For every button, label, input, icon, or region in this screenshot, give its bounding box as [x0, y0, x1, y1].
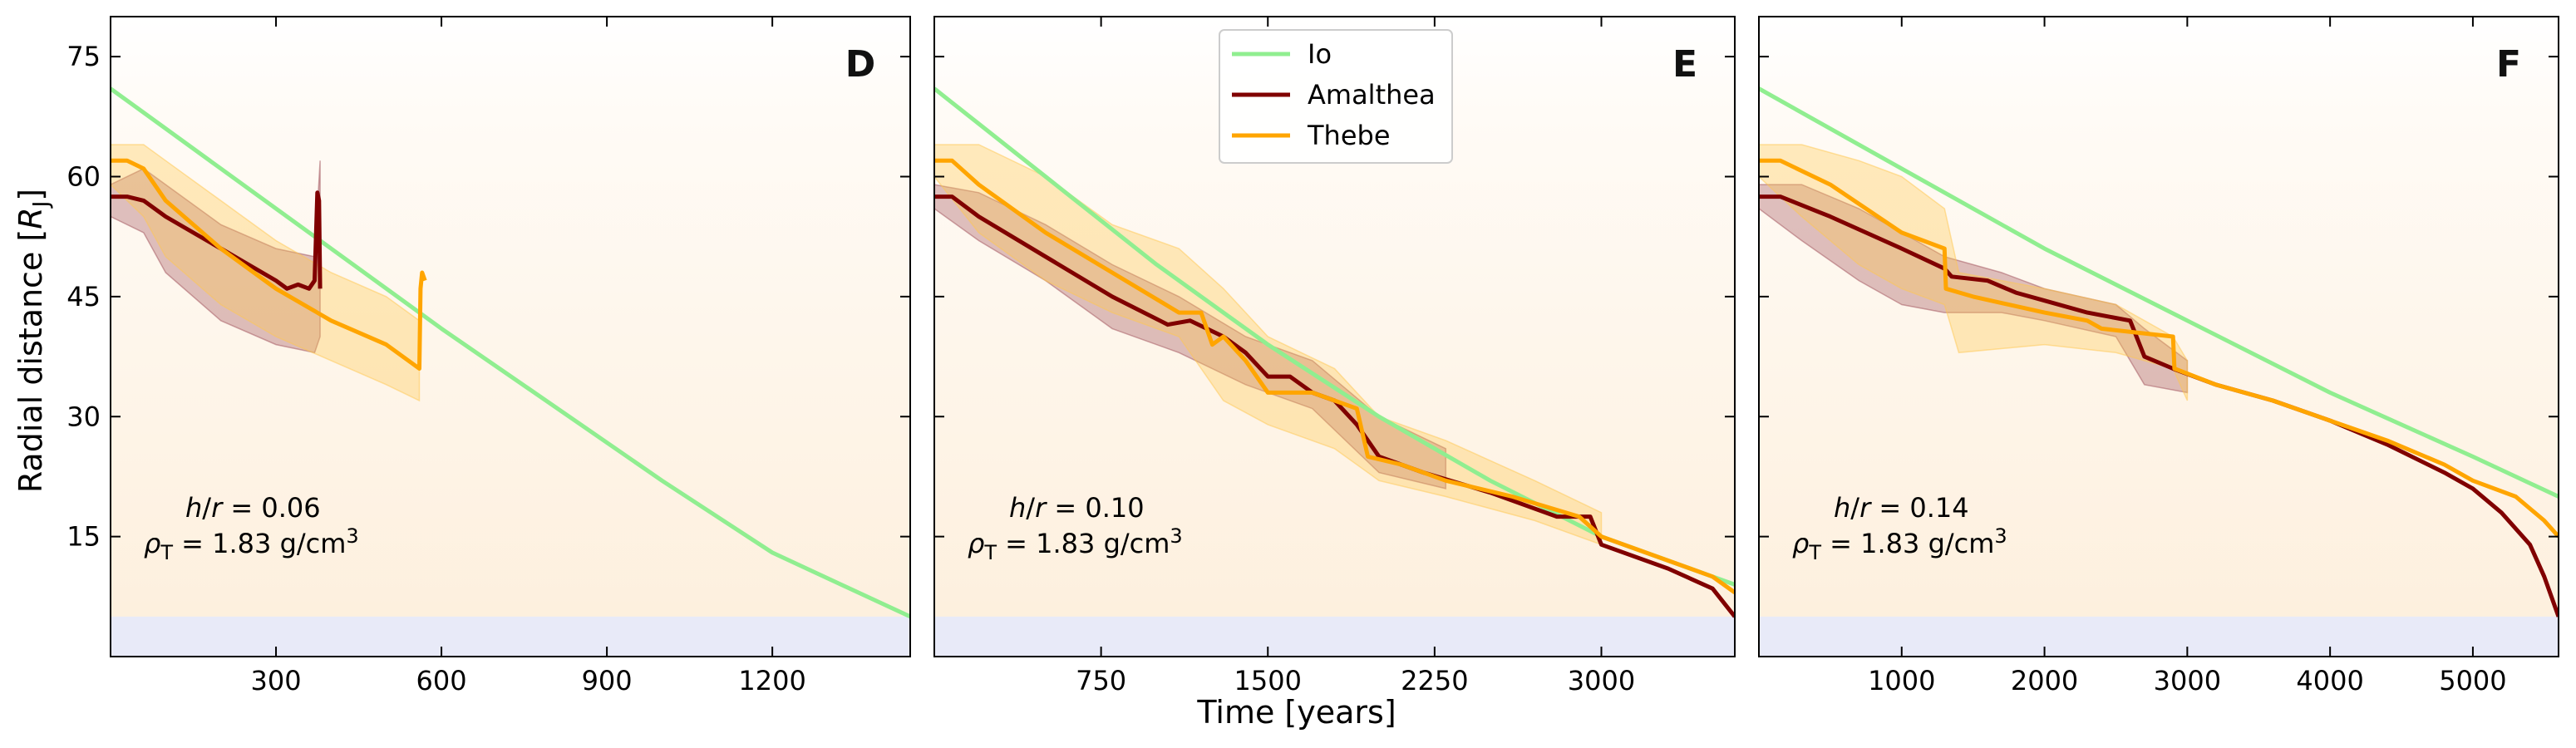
panel-f-x-tick-label: 1000: [1868, 665, 1935, 696]
panel-f-inner-band: [1759, 616, 2559, 657]
y-axis-title: Radial distance [RJ]: [12, 189, 54, 493]
panel-e-frame: [933, 16, 1736, 657]
panel-d-x-tick-label: 900: [582, 665, 633, 696]
legend-amalthea-label: Amalthea: [1308, 79, 1436, 111]
panel-f-thebe-line: [1759, 158, 2559, 539]
panel-d-x-tick-label: 600: [416, 665, 467, 696]
panel-f-io-line: [1759, 86, 2559, 499]
panel-d-letter: D: [845, 43, 876, 86]
x-axis-title: Time [years]: [1196, 694, 1396, 731]
panel-d-thebe-line: [111, 158, 427, 371]
panel-d-hr-annotation: h/r = 0.06: [185, 492, 321, 524]
legend-io-label: Io: [1308, 38, 1332, 70]
panel-f-x-tick-label: 3000: [2154, 665, 2221, 696]
panel-f-x-tick-label: 2000: [2011, 665, 2078, 696]
panel-d-y-tick-label: 75: [66, 41, 101, 72]
legend-thebe-label: Thebe: [1307, 120, 1391, 151]
panel-e-x-tick-label: 3000: [1568, 665, 1635, 696]
panel-e-x-tick-label: 750: [1076, 665, 1126, 696]
panel-d-inner-band: [111, 616, 910, 657]
panel-d-density-annotation: ρT = 1.83 g/cm3: [144, 524, 359, 564]
panel-e-thebe-line: [934, 158, 1735, 595]
panel-e-hr-annotation: h/r = 0.10: [1009, 492, 1145, 524]
panel-d-y-tick-label: 45: [66, 281, 101, 312]
panel-e-x-tick-label: 2250: [1401, 665, 1468, 696]
panel-d-amalthea-band: [111, 160, 321, 354]
panel-f-x-tick-label: 4000: [2296, 665, 2363, 696]
panel-e-letter: E: [1672, 43, 1697, 86]
panel-f-density-annotation: ρT = 1.83 g/cm3: [1792, 524, 2007, 564]
panel-d-x-tick-label: 1200: [738, 665, 805, 696]
panel-e-io-line: [934, 86, 1735, 587]
panel-f-hr-annotation: h/r = 0.14: [1834, 492, 1969, 524]
panel-e-x-tick-label: 1500: [1234, 665, 1302, 696]
panel-e-inner-band: [934, 616, 1735, 657]
panel-d-amalthea-line: [111, 190, 323, 291]
panel-d-y-tick-label: 30: [66, 401, 101, 432]
panel-d-frame: [110, 16, 911, 657]
legend: Io Amalthea Thebe: [1219, 29, 1453, 164]
legend-frame: [1219, 29, 1453, 164]
panel-d-io-line: [111, 86, 910, 619]
panel-f-x-tick-label: 5000: [2439, 665, 2506, 696]
panel-d-background: [111, 17, 910, 657]
panel-f-frame: [1758, 16, 2559, 657]
panel-f-amalthea-line: [1759, 194, 2559, 618]
panel-f-letter: F: [2496, 43, 2521, 86]
panel-e-density-annotation: ρT = 1.83 g/cm3: [968, 524, 1183, 564]
panel-d-y-tick-label: 60: [66, 161, 101, 193]
panel-d-x-tick-label: 300: [250, 665, 301, 696]
panel-d-y-tick-label: 15: [66, 521, 101, 553]
